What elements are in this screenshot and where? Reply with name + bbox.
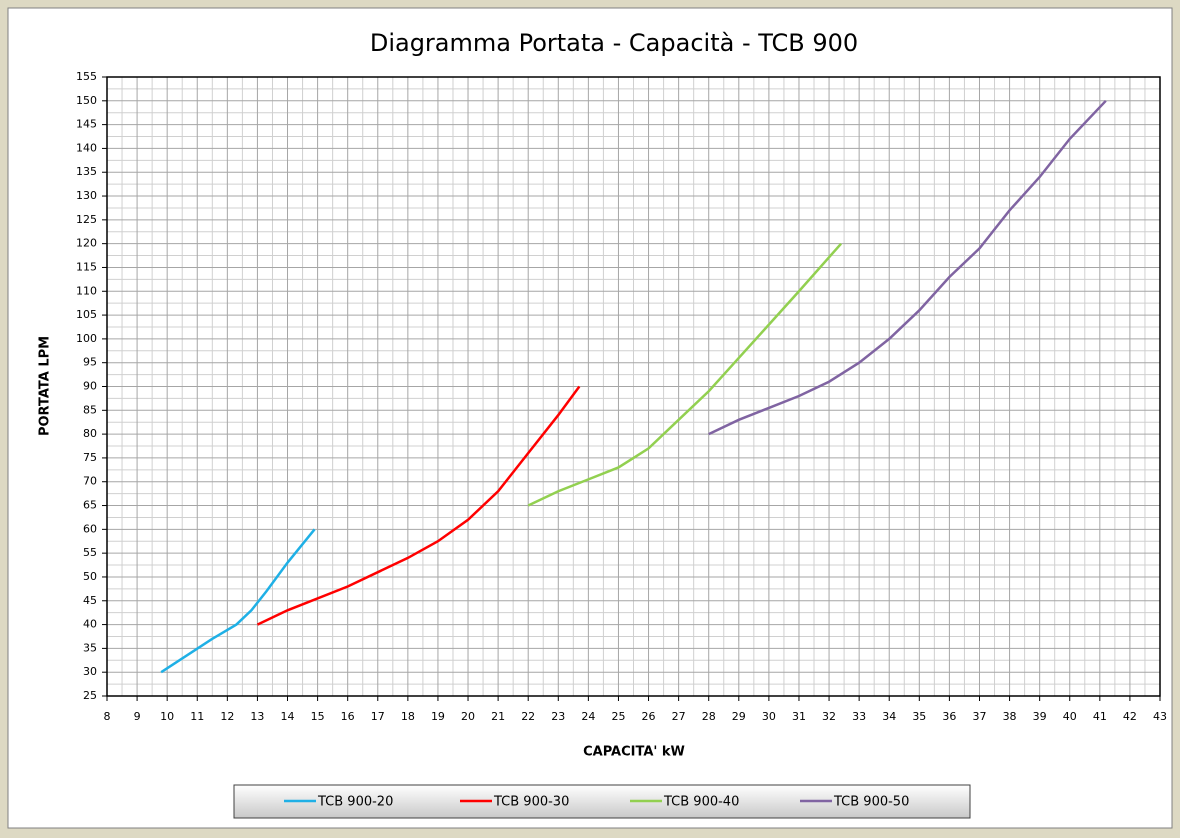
x-tick-label: 31 [792,710,806,723]
x-tick-label: 21 [491,710,505,723]
y-tick-label: 50 [83,570,97,583]
plot-border [106,76,1161,697]
x-tick-label: 8 [104,710,111,723]
y-tick-label: 55 [83,546,97,559]
y-tick-label: 70 [83,475,97,488]
y-tick-label: 60 [83,522,97,535]
legend-label: TCB 900-20 [317,795,393,810]
y-tick-label: 145 [76,118,97,131]
y-tick-label: 125 [76,213,97,226]
y-axis-label: PORTATA LPM [38,336,53,436]
y-tick-label: 30 [83,665,97,678]
x-tick-label: 12 [220,710,234,723]
y-tick-label: 75 [83,451,97,464]
series-line [527,242,843,507]
x-tick-label: 22 [521,710,535,723]
x-tick-label: 37 [972,710,986,723]
x-tick-label: 38 [1003,710,1017,723]
chart-area [7,7,1173,829]
x-tick-label: 24 [581,710,595,723]
x-tick-label: 13 [250,710,264,723]
x-tick-label: 27 [672,710,686,723]
x-tick-label: 17 [371,710,385,723]
x-tick-label: 39 [1033,710,1047,723]
x-tick-label: 43 [1153,710,1167,723]
y-tick-label: 100 [76,332,97,345]
x-tick-label: 15 [311,710,325,723]
x-tick-label: 20 [461,710,475,723]
series-line [160,528,316,674]
legend-label: TCB 900-50 [833,795,909,810]
x-tick-label: 18 [401,710,415,723]
x-tick-label: 29 [732,710,746,723]
y-tick-label: 155 [76,70,97,83]
x-tick-label: 35 [912,710,926,723]
y-tick-label: 150 [76,94,97,107]
y-tick-label: 25 [83,689,97,702]
y-tick-label: 95 [83,356,97,369]
x-tick-label: 30 [762,710,776,723]
x-tick-label: 40 [1063,710,1077,723]
y-tick-label: 120 [76,237,97,250]
chart-title: Diagramma Portata - Capacità - TCB 900 [370,29,858,57]
y-tick-label: 85 [83,403,97,416]
x-tick-label: 9 [134,710,141,723]
x-tick-label: 14 [281,710,295,723]
x-tick-label: 16 [341,710,355,723]
x-axis-label: CAPACITA' kW [583,745,685,760]
y-tick-label: 40 [83,618,97,631]
series-line [256,385,581,626]
y-tick-label: 140 [76,141,97,154]
series-line [708,99,1107,436]
legend-label: TCB 900-30 [493,795,569,810]
x-tick-label: 36 [942,710,956,723]
legend-label: TCB 900-40 [663,795,739,810]
x-tick-label: 11 [190,710,204,723]
y-tick-label: 35 [83,641,97,654]
y-tick-label: 90 [83,380,97,393]
y-tick-label: 110 [76,284,97,297]
y-tick-label: 135 [76,165,97,178]
y-tick-label: 45 [83,594,97,607]
x-tick-label: 25 [611,710,625,723]
x-tick-label: 42 [1123,710,1137,723]
x-tick-label: 33 [852,710,866,723]
y-tick-label: 80 [83,427,97,440]
x-tick-label: 41 [1093,710,1107,723]
x-tick-label: 26 [642,710,656,723]
y-tick-label: 65 [83,499,97,512]
y-tick-label: 115 [76,260,97,273]
x-tick-label: 34 [882,710,896,723]
y-tick-label: 105 [76,308,97,321]
x-tick-label: 19 [431,710,445,723]
x-tick-label: 23 [551,710,565,723]
y-tick-label: 130 [76,189,97,202]
x-tick-label: 10 [160,710,174,723]
legend [233,784,971,819]
x-tick-label: 28 [702,710,716,723]
x-tick-label: 32 [822,710,836,723]
